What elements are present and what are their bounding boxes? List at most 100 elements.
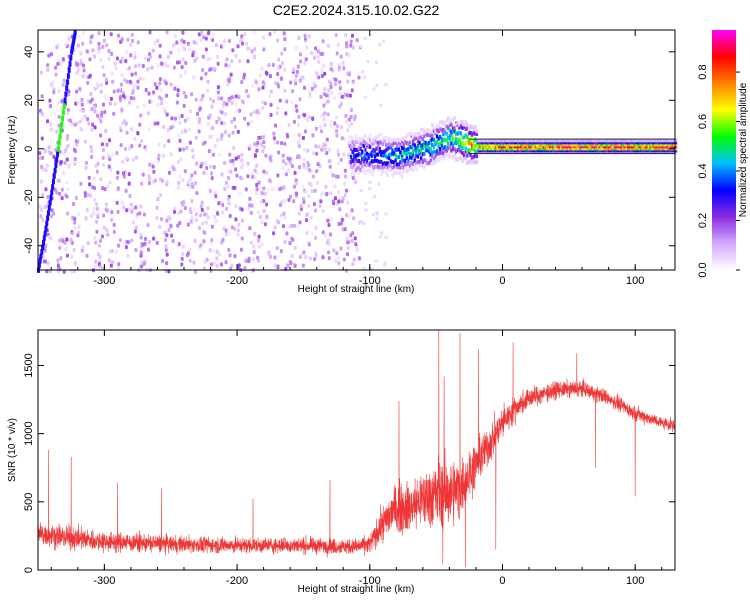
spectrogram-cell	[641, 144, 644, 149]
spectrogram-cell	[550, 150, 553, 155]
spectrogram-cell	[661, 148, 665, 153]
spectrogram-cell	[548, 140, 552, 145]
spectrogram-cell	[381, 165, 385, 170]
spectrogram-cell	[445, 124, 448, 129]
spectrogram-cell	[139, 113, 143, 118]
spectrogram-cell	[238, 58, 242, 63]
spectrogram-cell	[134, 71, 138, 76]
spectrogram-cell	[88, 182, 92, 187]
spectrogram-cell	[136, 85, 140, 90]
spectrogram-cell	[243, 116, 247, 121]
spectrogram-cell	[405, 156, 409, 161]
spectrogram-cell	[599, 142, 603, 147]
spectrogram-cell	[429, 152, 432, 157]
spectrogram-cell	[181, 251, 185, 256]
spectrogram-cell	[448, 128, 451, 133]
spectrogram-cell	[674, 146, 678, 151]
spectrogram-cell	[280, 200, 284, 205]
spectrogram-cell	[668, 144, 671, 149]
spectrogram-cell	[466, 135, 469, 140]
spectrogram-cell	[453, 147, 456, 152]
spectrogram-cell	[665, 148, 668, 153]
spectrogram-cell	[194, 212, 198, 217]
spectrogram-cell	[488, 144, 491, 149]
spectrogram-cell	[58, 133, 62, 140]
spectrogram-cell	[655, 148, 659, 153]
spectrogram-cell	[328, 148, 332, 153]
spectrogram-cell	[176, 93, 180, 98]
spectrogram-cell	[439, 155, 442, 160]
spectrogram-cell	[427, 128, 431, 133]
spectrogram-cell	[432, 125, 436, 130]
spectrogram-cell	[663, 142, 666, 147]
spectrogram-cell	[442, 132, 445, 137]
spectrogram-cell	[216, 61, 220, 66]
spectrogram-cell	[124, 188, 128, 193]
spectrogram-cell	[351, 80, 355, 85]
spectrogram-cell	[158, 224, 162, 229]
spectrogram-cell	[501, 142, 504, 147]
spectrogram-cell	[671, 140, 674, 145]
spectrogram-cell	[537, 140, 541, 145]
spectrogram-cell	[353, 154, 356, 159]
spectrogram-cell	[580, 140, 584, 145]
spectrogram-cell	[604, 142, 608, 147]
spectrogram-cell	[175, 100, 179, 105]
spectrogram-cell	[513, 150, 517, 155]
spectrogram-cell	[671, 144, 674, 149]
snr-y-tick-label: 1000	[23, 421, 35, 445]
spectrogram-cell	[173, 167, 177, 172]
spectrogram-cell	[83, 139, 87, 144]
spectrogram-cell	[666, 148, 670, 153]
spectrogram-cell	[391, 166, 394, 171]
spectrogram-cell	[547, 146, 550, 151]
spectrogram-cell	[92, 176, 96, 181]
spectrogram-cell	[614, 150, 617, 155]
spectrogram-cell	[404, 162, 407, 167]
spectrogram-cell	[583, 138, 587, 143]
spectrogram-cell	[435, 134, 439, 139]
spectrogram-cell	[208, 248, 212, 253]
spectrogram-cell	[260, 242, 264, 247]
spectrogram-cell	[475, 139, 479, 144]
spectrogram-cell	[280, 213, 284, 218]
spectrogram-cell	[423, 152, 426, 157]
spectrogram-cell	[620, 144, 623, 149]
spectrogram-cell	[560, 148, 563, 153]
spectrogram-cell	[585, 138, 588, 143]
spectrogram-cell	[157, 142, 161, 147]
spectrogram-cell	[367, 163, 370, 168]
spectrogram-cell	[410, 131, 413, 136]
spectrogram-cell	[646, 150, 649, 155]
spectrogram-cell	[453, 140, 456, 145]
spectrogram-cell	[456, 139, 459, 144]
spectrogram-cell	[71, 231, 75, 236]
spectrogram-cell	[281, 159, 285, 164]
spectrogram-cell	[582, 146, 585, 151]
spectrogram-cell	[351, 169, 354, 174]
spectrogram-cell	[273, 255, 277, 260]
spectrogram-cell	[525, 148, 528, 153]
spectrogram-cell	[125, 208, 129, 213]
spectrogram-cell	[443, 147, 447, 152]
spectrogram-cell	[379, 103, 383, 107]
spectrogram-cell	[410, 145, 413, 150]
spectrogram-cell	[399, 137, 402, 142]
spectrogram-cell	[574, 140, 577, 145]
spectrogram-cell	[55, 156, 59, 163]
spectrogram-cell	[657, 142, 660, 147]
spectrogram-cell	[548, 146, 552, 151]
spectrogram-cell	[254, 154, 258, 159]
spectrogram-cell	[258, 214, 262, 219]
spectrogram-cell	[550, 146, 553, 151]
spectrogram-cell	[285, 99, 289, 104]
spectrogram-cell	[649, 146, 652, 151]
spectrogram-cell	[372, 147, 375, 152]
spectrogram-cell	[523, 142, 526, 147]
spectrogram-cell	[477, 142, 480, 147]
spectrogram-cell	[158, 54, 162, 59]
spectrogram-cell	[658, 142, 662, 147]
spectrogram-cell	[281, 165, 285, 170]
spectrogram-cell	[199, 106, 203, 111]
spectrogram-cell	[560, 138, 563, 143]
